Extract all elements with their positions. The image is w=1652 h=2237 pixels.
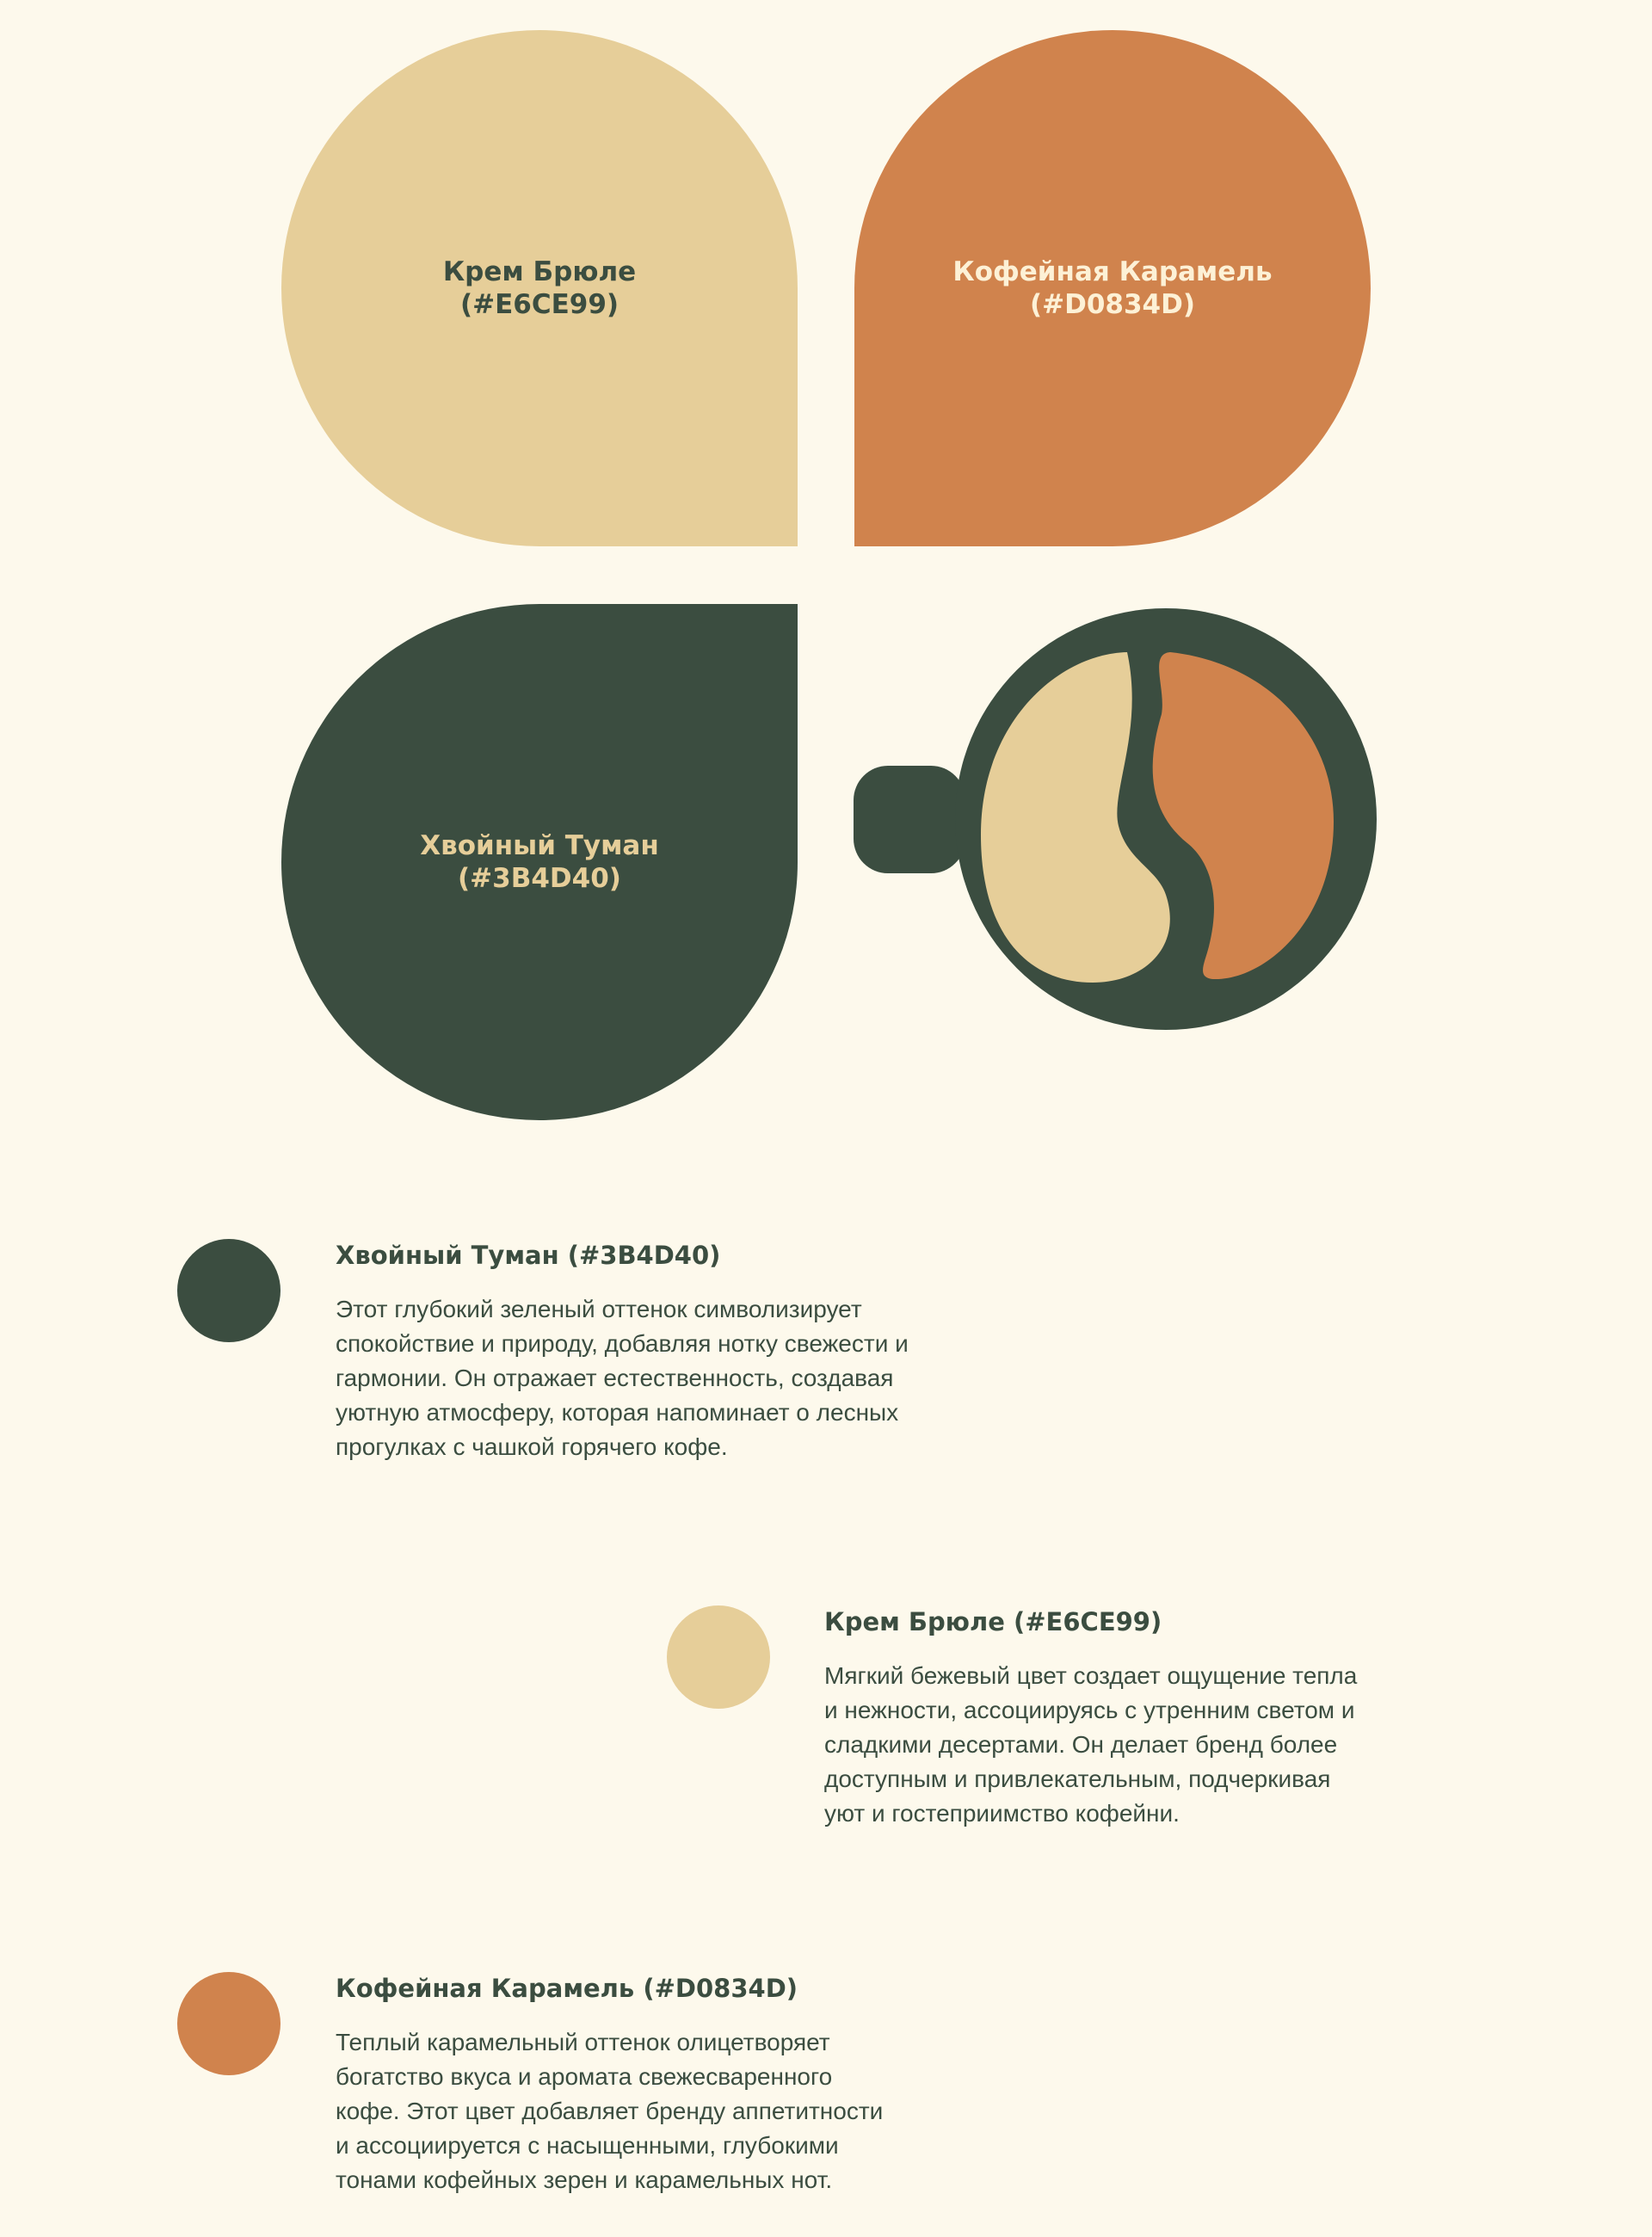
swatch-dot-coffee-caramel	[177, 1972, 280, 2075]
swatch-title-coffee-caramel: Кофейная Карамель (#D0834D)	[336, 1974, 798, 2003]
coffee-cup-bean-icon	[854, 608, 1377, 1030]
petal-pine-fog-label: Хвойный Туман (#3B4D40)	[420, 830, 659, 894]
swatch-description-pine-fog: Этот глубокий зеленый оттенок символизир…	[336, 1296, 909, 1460]
petal-creme-brulee: Крем Брюле (#E6CE99)	[281, 30, 798, 546]
petal-coffee-caramel: Кофейная Карамель (#D0834D)	[854, 30, 1371, 546]
bean-half-creme	[981, 652, 1170, 983]
swatch-title-pine-fog: Хвойный Туман (#3B4D40)	[336, 1241, 721, 1270]
petal-coffee-caramel-label: Кофейная Карамель (#D0834D)	[952, 256, 1273, 320]
swatch-title-creme-brulee: Крем Брюле (#E6CE99)	[824, 1607, 1162, 1636]
petal-pine-fog: Хвойный Туман (#3B4D40)	[281, 604, 798, 1120]
cup-handle	[854, 766, 965, 873]
petal-creme-brulee-label: Крем Брюле (#E6CE99)	[442, 256, 637, 320]
swatch-dot-creme-brulee	[667, 1605, 770, 1709]
swatch-description-creme-brulee: Мягкий бежевый цвет создает ощущение теп…	[824, 1662, 1358, 1827]
bean-half-caramel	[1152, 652, 1334, 980]
swatch-description-coffee-caramel: Теплый карамельный оттенок олицетворяет …	[336, 2029, 884, 2193]
swatch-dot-pine-fog	[177, 1239, 280, 1342]
